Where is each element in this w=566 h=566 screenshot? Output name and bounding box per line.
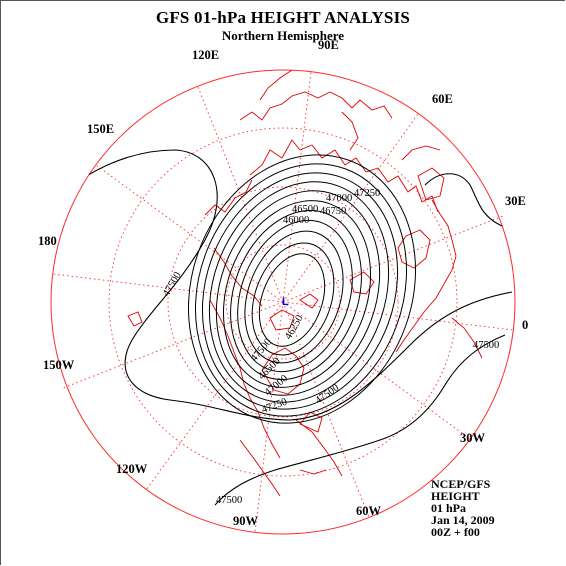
coast-europe [395,199,457,353]
coastlines [127,70,483,497]
lon-label-90e: 90E [318,38,339,52]
latitude-circle-75n [225,244,341,360]
outer-contours [59,149,515,506]
map-boundary-circle [50,69,516,535]
lon-label-90w: 90W [233,514,258,528]
contour-ring [251,242,335,356]
coast-mexico [239,439,281,497]
coast-hawaii [127,311,143,327]
contour-ring [201,172,399,410]
map-subtitle: Northern Hemisphere [221,28,345,43]
coast-asia-east [239,91,393,121]
map-title: GFS 01-hPa HEIGHT ANALYSIS [155,8,411,27]
lon-label-120e: 120E [192,48,220,62]
latitude-circle-60n [167,186,399,418]
coast-chukotka [204,179,253,216]
info-cycle: 00Z + f00 [431,525,480,539]
contour-ring [237,219,353,373]
contour-ring [194,163,408,417]
contour-47500-east [424,173,515,241]
lon-label-150e: 150E [87,122,115,136]
lon-label-120w: 120W [116,462,148,476]
info-date: Jan 14, 2009 [431,513,495,527]
coast-black-sea [417,167,445,201]
contour-label: 47500 [216,495,242,506]
coast-korea-japan [341,111,359,151]
contour-ring [258,253,326,347]
contour-ring [215,190,381,396]
contour-label: 47500 [473,340,499,351]
coast-svalbard [299,293,319,309]
contour-47500-south [214,334,506,506]
lon-label-0: 0 [522,318,529,332]
contour-label: 47500 [161,270,184,298]
contour-47500-main [59,149,513,421]
coast-siberia [249,139,439,213]
coast-north-america-east [295,419,343,477]
coast-arctic-island [269,309,295,331]
coast-caribbean [299,469,327,475]
info-level: 01 hPa [431,501,467,515]
meridian-30e [282,215,504,303]
contour-label: 47250 [354,188,380,199]
contour-label: 46500 [292,204,318,215]
coast-middle-east [401,145,441,161]
contour-ring [208,181,390,403]
coast-scandinavia [397,229,431,269]
coast-north-america-west [209,299,281,459]
coast-alaska [213,247,263,307]
latitude-circle-45n [108,127,458,477]
lon-label-60e: 60E [432,92,453,106]
latitude-circles [108,127,458,477]
contour-label: 47000 [326,193,352,204]
contour-ring [222,200,372,388]
meridians [52,71,514,533]
meridian-120w [145,301,284,491]
lon-label-30w: 30W [460,431,485,445]
low-center-marker: L [282,296,289,308]
contour-ring [230,210,362,380]
info-source: NCEP/GFS [431,477,491,491]
lon-label-30e: 30E [505,194,526,208]
meridian-150w [62,301,284,389]
contour-label: 46750 [320,206,346,217]
lon-label-180: 180 [38,234,57,248]
contour-label: 46000 [283,215,309,226]
coast-hudson-bay [299,411,323,433]
info-field: HEIGHT [431,489,480,503]
contour-ring [244,230,344,364]
lon-label-60w: 60W [356,504,381,518]
lon-label-150w: 150W [43,358,75,372]
coast-greenland [261,347,305,395]
height-contours [188,154,416,424]
coast-china [259,70,293,101]
